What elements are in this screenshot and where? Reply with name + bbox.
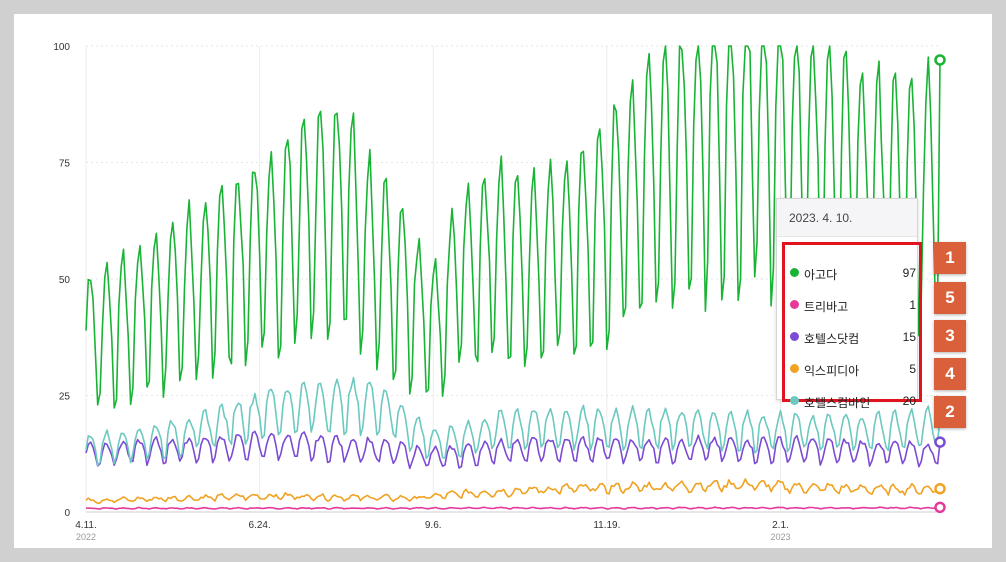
tooltip-value: 1 <box>909 298 916 312</box>
rank-badge-3: 3 <box>934 320 966 352</box>
series-lines <box>85 45 941 510</box>
tooltip-row-expedia: 익스피디아 5 <box>790 360 916 380</box>
x-tick-year: 2022 <box>76 532 96 542</box>
x-tick-label: 2.1. <box>772 520 789 531</box>
y-tick-label: 75 <box>59 159 71 170</box>
series-line-trivago <box>85 506 941 510</box>
legend-dot-hotelscombined <box>790 396 799 405</box>
tooltip-name: 호텔스컴바인 <box>804 396 871 410</box>
x-tick-label: 4.11. <box>75 520 97 531</box>
legend-dot-expedia <box>790 364 799 373</box>
series-line-hotelsdotcom <box>85 430 941 470</box>
tooltip: 2023. 4. 10. <box>776 198 918 400</box>
tooltip-highlight-box <box>782 242 922 402</box>
end-marker-expedia <box>934 482 946 495</box>
legend-dot-trivago <box>790 300 799 309</box>
series-line-hotelscombined <box>85 376 941 467</box>
tooltip-name: 아고다 <box>804 268 838 282</box>
tooltip-value: 5 <box>909 362 916 376</box>
legend-dot-hotelsdotcom <box>790 332 799 341</box>
tooltip-value: 20 <box>902 394 916 408</box>
y-tick-label: 50 <box>59 275 71 286</box>
x-axis: 4.11.2022 6.24. 9.6. 11.19. 2.1.2023 <box>75 520 790 542</box>
tooltip-name: 익스피디아 <box>804 364 860 378</box>
end-marker-hotelsdotcom <box>934 436 946 448</box>
y-axis: 0 25 50 75 100 <box>53 42 70 519</box>
legend-dot-agoda <box>790 268 799 277</box>
rank-badge-1: 1 <box>934 242 966 274</box>
tooltip-row-hotelsdotcom: 호텔스닷컴 15 <box>790 328 916 348</box>
series-line-expedia <box>85 478 941 504</box>
x-tick-label: 9.6. <box>425 520 442 531</box>
rank-badge-4: 4 <box>934 358 966 390</box>
rank-badge-2: 2 <box>934 396 966 428</box>
y-tick-label: 100 <box>53 42 70 53</box>
end-marker-agoda <box>934 54 946 66</box>
x-tick-year: 2023 <box>770 532 790 542</box>
series-line-agoda <box>85 45 941 409</box>
tooltip-row-hotelscombined: 호텔스컴바인 20 <box>790 392 916 412</box>
tooltip-row-trivago: 트리바고 1 <box>790 296 916 316</box>
x-tick-label: 6.24. <box>248 520 270 531</box>
x-tick-label: 11.19. <box>593 520 620 531</box>
end-marker-trivago <box>934 501 946 514</box>
rank-badge-5: 5 <box>934 282 966 314</box>
tooltip-value: 97 <box>902 266 916 280</box>
tooltip-row-agoda: 아고다 97 <box>790 264 916 284</box>
tooltip-value: 15 <box>902 330 916 344</box>
tooltip-name: 트리바고 <box>804 300 849 314</box>
tooltip-name: 호텔스닷컴 <box>804 332 860 346</box>
y-tick-label: 0 <box>64 508 70 519</box>
tooltip-date: 2023. 4. 10. <box>777 199 917 237</box>
y-tick-label: 25 <box>59 392 71 403</box>
